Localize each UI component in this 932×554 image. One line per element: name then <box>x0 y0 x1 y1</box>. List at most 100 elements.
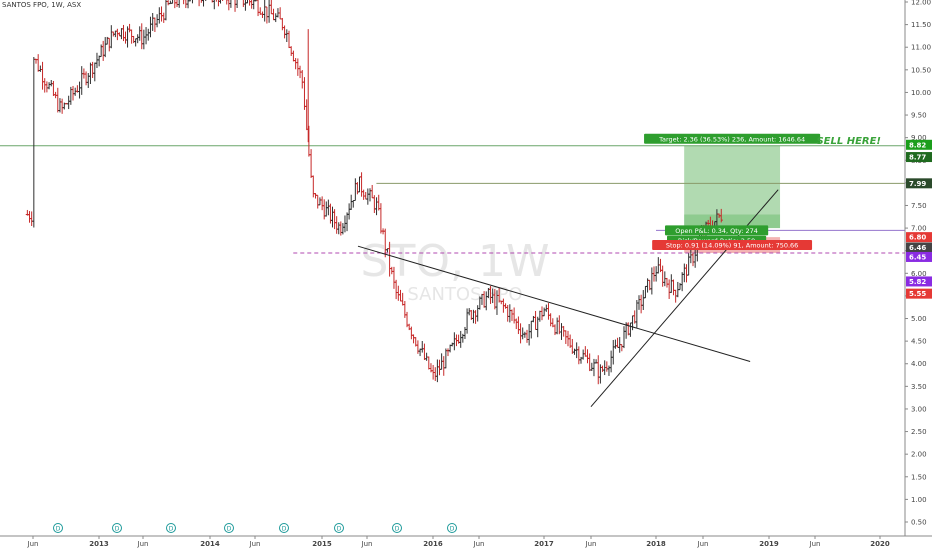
ohlc-bar <box>121 24 126 42</box>
ohlc-bar <box>101 40 105 61</box>
position-labels: Target: 2.36 (36.53%) 236, Amount: 1646.… <box>644 133 881 250</box>
ohlc-bar <box>198 0 200 7</box>
svg-text:D: D <box>337 526 342 533</box>
svg-text:Open P&L: 0.34, Qty: 274: Open P&L: 0.34, Qty: 274 <box>675 227 758 235</box>
ohlc-bar <box>691 252 695 267</box>
ohlc-bar <box>127 23 132 33</box>
ohlc-bar <box>536 316 540 338</box>
price-badge: 6.45 <box>906 251 932 262</box>
ohlc-bar <box>47 82 51 90</box>
svg-text:D: D <box>227 526 232 533</box>
ohlc-bar <box>665 277 669 288</box>
ohlc-bar <box>294 58 298 70</box>
dividend-marker-icon: D <box>112 523 122 533</box>
ohlc-bar <box>278 7 282 20</box>
ohlc-bar <box>639 294 643 314</box>
y-tick-label: 4.00 <box>911 360 927 368</box>
ohlc-bar <box>291 50 296 62</box>
ohlc-bar <box>330 206 335 228</box>
ohlc-bar <box>56 87 60 113</box>
ohlc-bar <box>615 337 620 348</box>
ohlc-bar <box>611 339 615 365</box>
dividend-marker-icon: D <box>279 523 289 533</box>
ohlc-bar <box>542 307 546 317</box>
ohlc-bar <box>527 323 531 346</box>
ohlc-bar <box>521 327 525 340</box>
price-badge: 5.55 <box>906 288 932 299</box>
ohlc-bar <box>88 62 93 84</box>
y-tick-label: 12.00 <box>911 0 931 7</box>
ohlc-bar <box>583 346 587 357</box>
svg-text:Target: 2.36 (36.53%) 236, Amo: Target: 2.36 (36.53%) 236, Amount: 1646.… <box>658 135 805 143</box>
ohlc-bar <box>398 289 403 302</box>
ohlc-bar <box>719 208 723 223</box>
ohlc-bar <box>243 0 248 11</box>
dividend-marker-icon: D <box>447 523 457 533</box>
ohlc-bar <box>628 322 633 337</box>
dividend-marker-icon: D <box>392 523 402 533</box>
ohlc-bar <box>355 182 360 195</box>
ohlc-bar <box>572 348 577 355</box>
svg-text:D: D <box>282 526 287 533</box>
ohlc-bar <box>263 0 267 22</box>
y-tick-label: 11.00 <box>911 44 931 52</box>
svg-text:6.80: 6.80 <box>909 234 926 242</box>
ohlc-bar <box>103 37 107 58</box>
ohlc-bar <box>77 81 82 99</box>
svg-text:Stop: 0.91 (14.09%) 91, Amount: Stop: 0.91 (14.09%) 91, Amount: 750.66 <box>666 241 798 249</box>
x-tick-label: Jun <box>27 540 39 548</box>
ohlc-bar <box>326 199 330 216</box>
ohlc-bar <box>95 52 99 69</box>
ohlc-bar <box>40 61 45 90</box>
ohlc-bar <box>267 0 271 23</box>
ohlc-bar <box>607 365 611 376</box>
svg-text:8.82: 8.82 <box>909 141 926 149</box>
svg-text:5.55: 5.55 <box>909 290 926 298</box>
y-tick-label: 6.00 <box>911 270 927 278</box>
ohlc-bar <box>97 55 101 67</box>
ohlc-bar <box>372 195 376 214</box>
target-zone <box>684 145 781 229</box>
ohlc-bar <box>60 98 64 114</box>
x-tick-label: Jun <box>137 540 149 548</box>
price-badges: 8.82 8.77 7.99 6.80 6.466.45 5.82 5.55 <box>906 139 932 299</box>
ohlc-bar <box>538 310 542 322</box>
price-badge: 6.80 <box>906 232 932 243</box>
ohlc-bar <box>341 223 345 235</box>
ohlc-bar <box>609 350 613 373</box>
ohlc-bar <box>506 305 510 322</box>
svg-text:8.77: 8.77 <box>909 154 926 162</box>
ohlc-bar <box>324 201 328 217</box>
ohlc-bar <box>188 0 191 2</box>
ohlc-bar <box>345 212 349 232</box>
ohlc-bar <box>318 197 322 206</box>
svg-text:D: D <box>395 526 400 533</box>
dividend-marker-icon: D <box>334 523 344 533</box>
ohlc-bar <box>335 216 339 234</box>
ohlc-bar <box>316 194 320 209</box>
y-tick-label: 4.50 <box>911 338 927 346</box>
ohlc-bar <box>444 348 448 369</box>
symbol-header: SANTOS FPO, 1W, ASX <box>2 1 82 9</box>
ohlc-bar <box>523 331 527 338</box>
y-tick-label: 2.50 <box>911 428 927 436</box>
price-badge: 8.77 <box>906 152 932 163</box>
ohlc-bar <box>36 54 40 72</box>
x-tick-label: 2018 <box>646 540 666 548</box>
y-tick-label: 9.50 <box>911 112 927 120</box>
ohlc-bar <box>142 29 146 50</box>
ohlc-bar <box>43 78 47 93</box>
ohlc-bar <box>590 362 594 371</box>
ohlc-bar <box>93 62 97 82</box>
svg-text:D: D <box>450 526 455 533</box>
x-tick-label: 2020 <box>870 540 890 548</box>
ohlc-bar <box>379 203 383 234</box>
ohlc-bar <box>463 326 467 340</box>
ohlc-bar <box>585 349 590 364</box>
ohlc-bar <box>218 0 222 4</box>
ohlc-bar <box>107 37 111 52</box>
ohlc-bar <box>364 192 368 200</box>
price-badge: 5.82 <box>906 276 932 287</box>
ohlc-bar <box>452 332 456 351</box>
